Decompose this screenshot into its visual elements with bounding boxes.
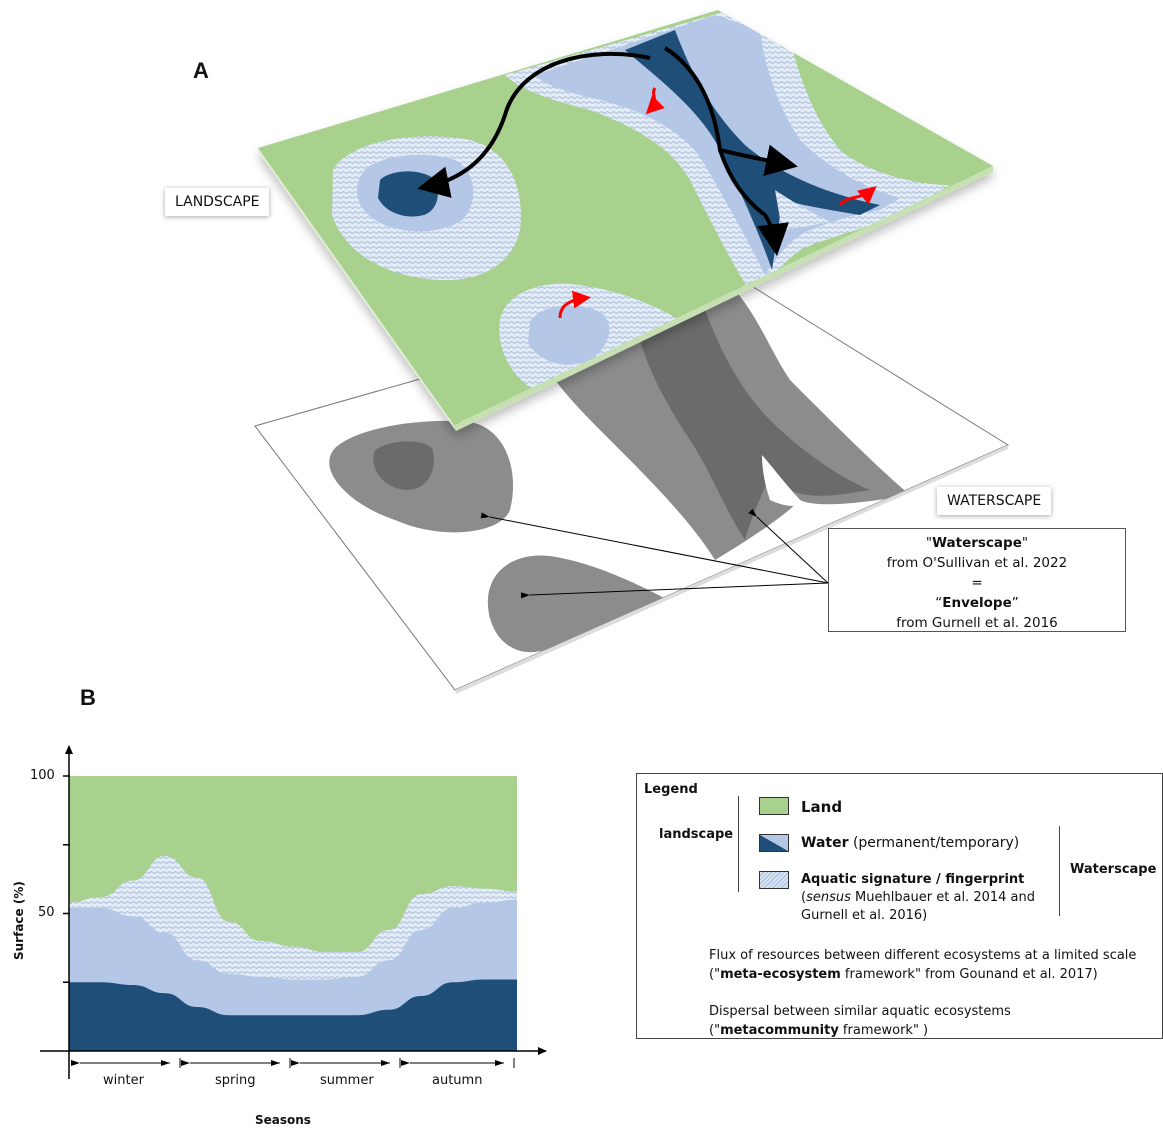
season-label-summer: summer <box>320 1073 374 1088</box>
quote-waterscape: Waterscape <box>932 535 1022 551</box>
legend-water-label: Water (permanent/temporary) <box>801 835 1020 851</box>
landscape-tag: LANDSCAPE <box>165 188 270 216</box>
legend-swatch-aquatic <box>759 871 789 889</box>
legend-swatch-water <box>759 834 789 852</box>
quote-source-gurnell: from Gurnell et al. 2016 <box>896 615 1058 631</box>
waterscape-small-pond <box>487 555 668 653</box>
legend-group-landscape: landscape <box>659 827 734 842</box>
surface-area-chart <box>40 745 547 1079</box>
waterscape-definition-box: "Waterscape" from O'Sullivan et al. 2022… <box>828 528 1126 632</box>
quote-equals: = <box>971 575 983 591</box>
x-axis-label: Seasons <box>255 1113 311 1127</box>
ytick-50: 50 <box>38 905 55 920</box>
y-axis-label: Surface (%) <box>12 881 26 960</box>
season-label-autumn: autumn <box>432 1073 483 1088</box>
waterscape-pond-core <box>373 441 434 490</box>
legend-flux-label: Flux of resources between different ecos… <box>709 948 1137 982</box>
area-water-permanent <box>69 979 517 1051</box>
panel-label-a: A <box>193 58 209 83</box>
landscape-features <box>332 10 950 395</box>
ytick-100: 100 <box>30 768 55 783</box>
waterscape-tag: WATERSCAPE <box>937 487 1052 515</box>
legend-divider-right <box>1059 826 1060 916</box>
legend-title: Legend <box>644 782 698 797</box>
legend-aquatic-label: Aquatic signature / fingerprint (sensus M… <box>801 872 1035 923</box>
season-label-spring: spring <box>215 1073 256 1088</box>
waterscape-river-core <box>640 310 870 540</box>
legend-divider-left <box>738 796 739 892</box>
panel-label-b: B <box>80 685 96 710</box>
legend-swatch-land <box>759 797 789 815</box>
waterscape-river-island <box>762 455 805 507</box>
legend-dispersal-label: Dispersal between similar aquatic ecosys… <box>709 1004 1011 1038</box>
quote-envelope: Envelope <box>942 595 1012 611</box>
legend-box: Legend landscape Waterscape Land Water (… <box>636 773 1163 1039</box>
quote-source-osullivan: from O'Sullivan et al. 2022 <box>886 555 1068 571</box>
legend-land-label: Land <box>801 798 843 816</box>
legend-group-waterscape: Waterscape <box>1070 862 1157 877</box>
season-label-winter: winter <box>103 1073 144 1088</box>
